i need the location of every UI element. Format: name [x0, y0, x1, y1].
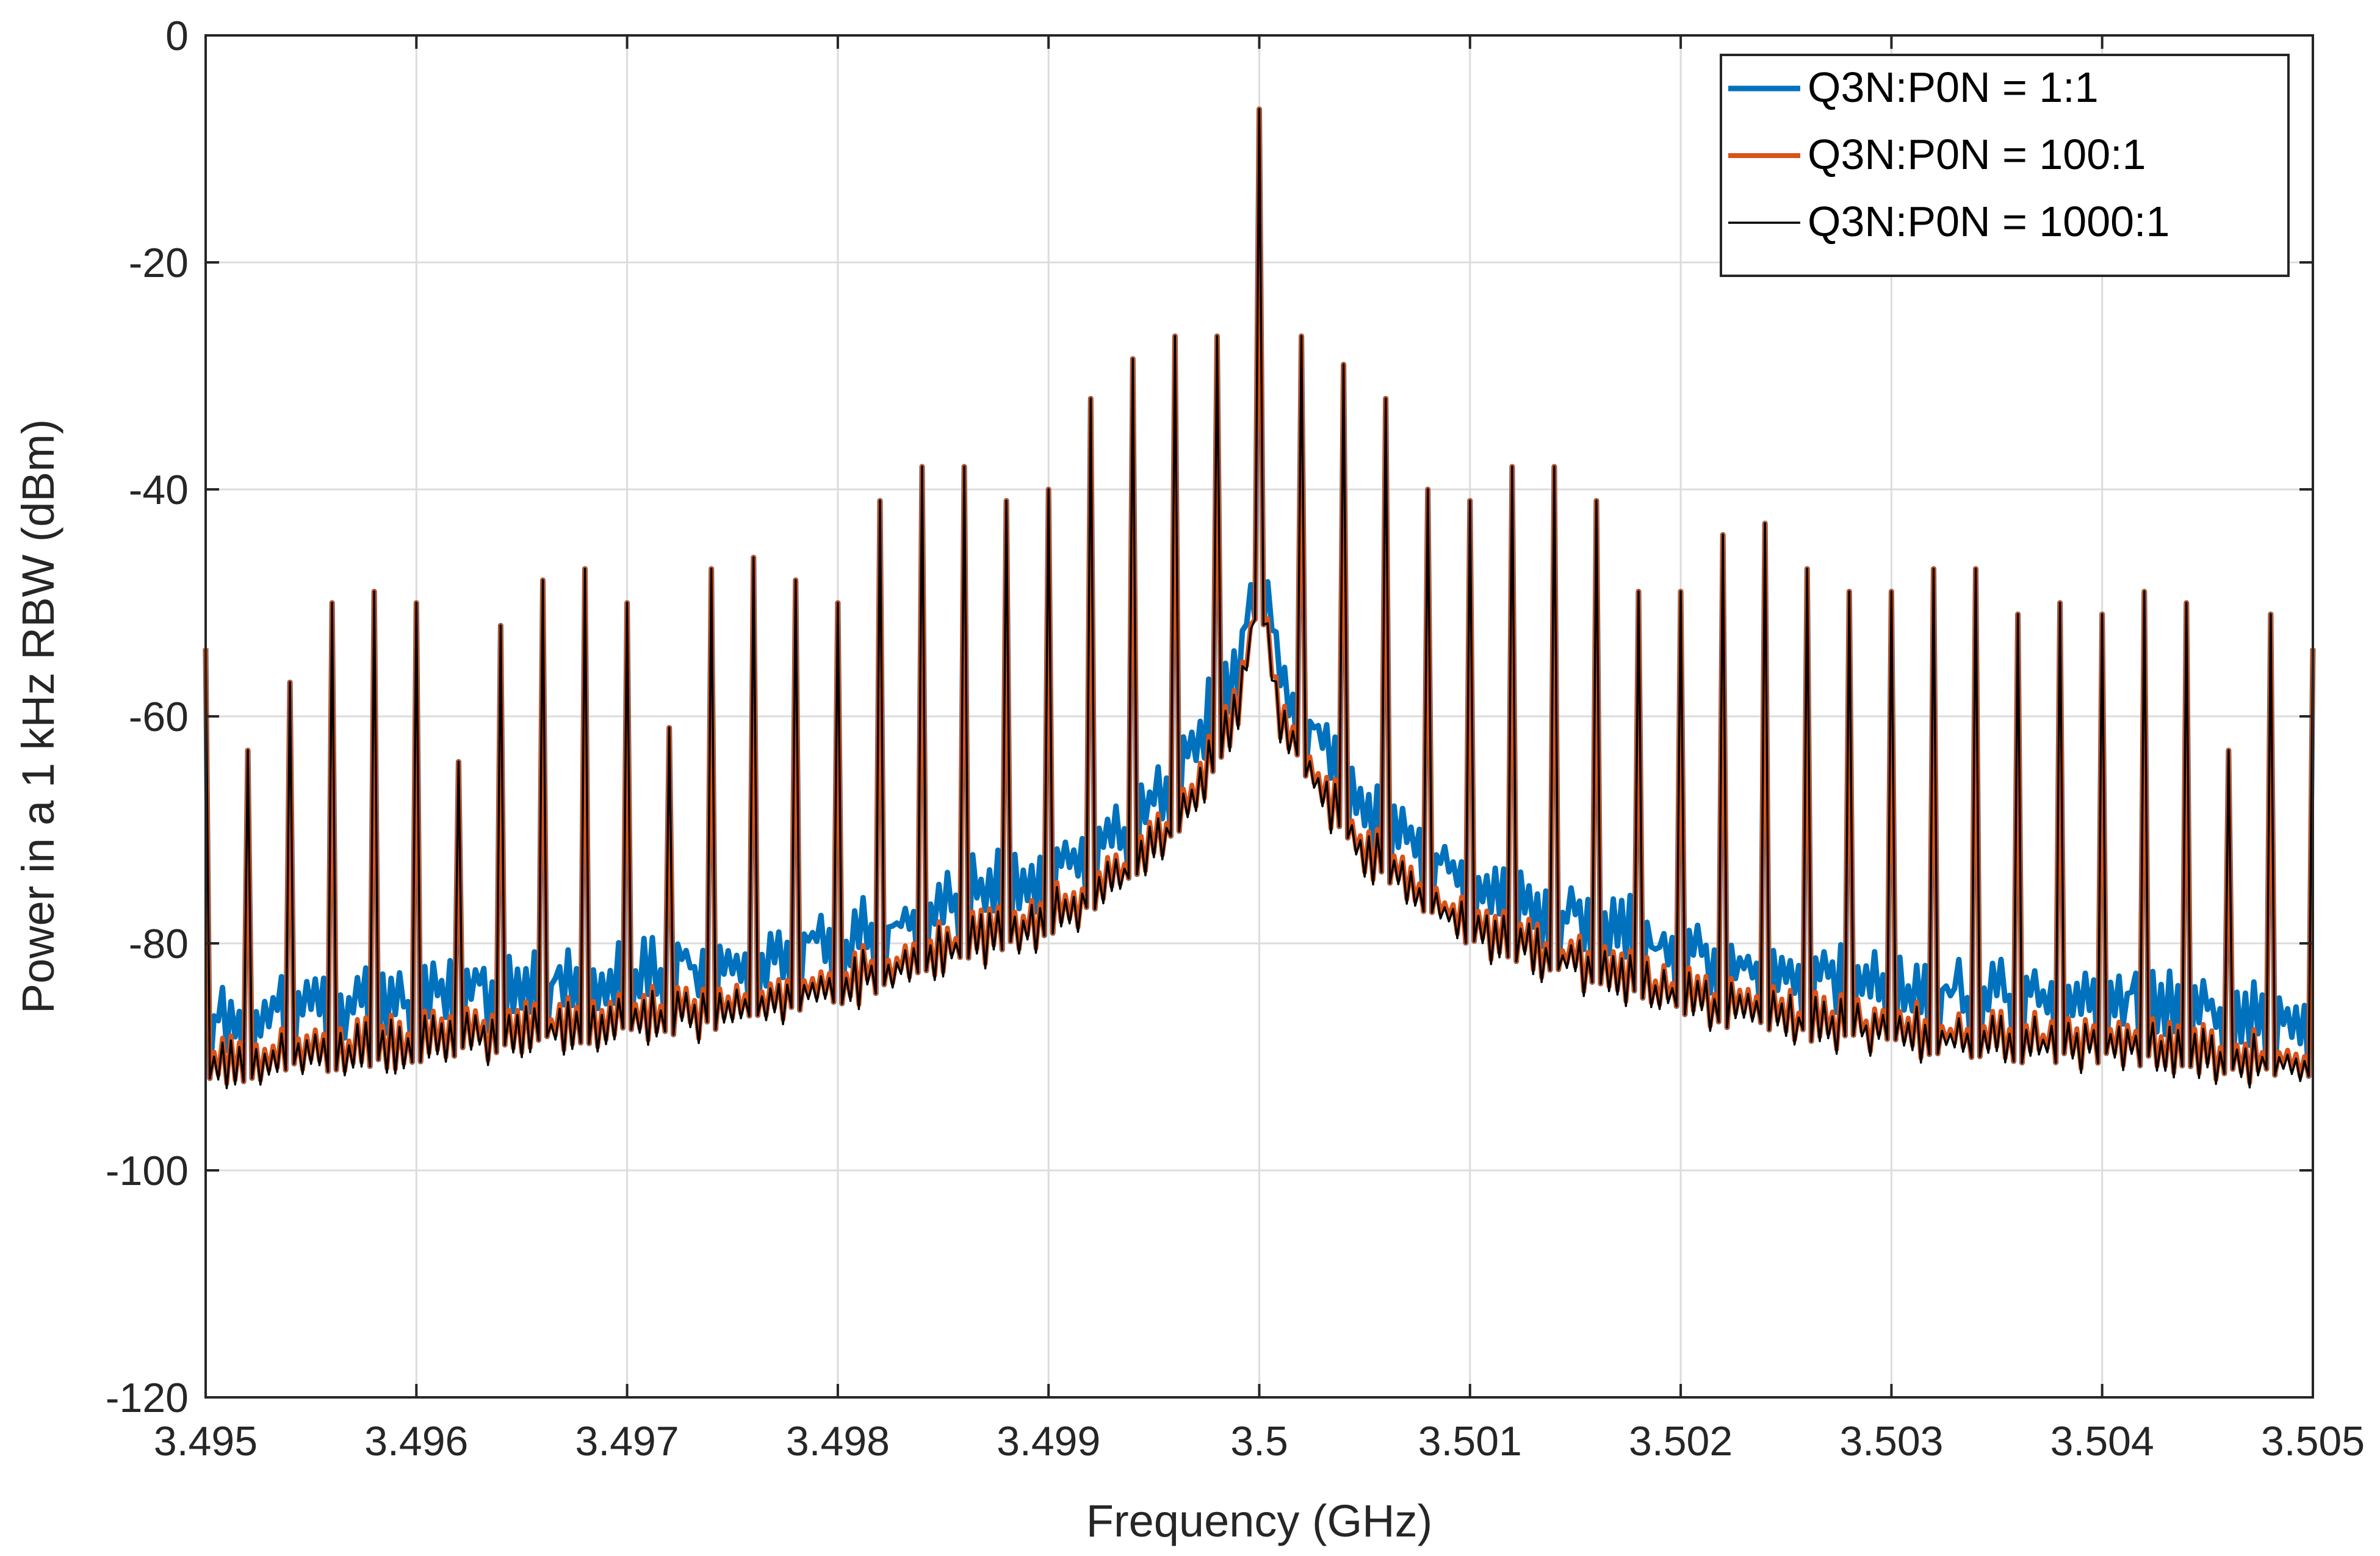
- legend: Q3N:P0N = 1:1 Q3N:P0N = 100:1 Q3N:P0N = 10…: [1720, 54, 2290, 277]
- y-axis-label: Power in a 1 kHz RBW (dBm): [13, 419, 63, 1014]
- x-tick-label: 3.504: [2050, 1418, 2154, 1464]
- y-tick-label: -120: [106, 1375, 189, 1421]
- x-tick-label: 3.497: [575, 1418, 679, 1464]
- y-tick-label: -40: [129, 467, 189, 513]
- legend-entry: Q3N:P0N = 100:1: [1808, 131, 2146, 178]
- series-layer: [203, 106, 2316, 1090]
- axis-ticks: [204, 34, 2314, 1399]
- x-tick-label: 3.495: [154, 1418, 258, 1464]
- y-tick-labels: 0 -20 -40 -60 -80 -100 -120: [106, 13, 189, 1421]
- x-tick-labels: 3.495 3.496 3.497 3.498 3.499 3.5 3.501 3.502 3.…: [154, 1418, 2365, 1464]
- y-tick-label: -20: [129, 240, 189, 286]
- x-tick-label: 3.502: [1629, 1418, 1733, 1464]
- x-tick-label: 3.503: [1839, 1418, 1943, 1464]
- x-tick-label: 3.501: [1418, 1418, 1522, 1464]
- y-tick-label: 0: [165, 13, 189, 59]
- x-tick-label: 3.505: [2261, 1418, 2365, 1464]
- x-axis-label: Frequency (GHz): [1086, 1496, 1432, 1546]
- legend-box: [1720, 54, 2290, 277]
- y-tick-label: -100: [106, 1148, 189, 1194]
- legend-entry: Q3N:P0N = 1000:1: [1808, 198, 2169, 245]
- x-tick-label: 3.496: [364, 1418, 468, 1464]
- series-line-q3n-p0n-1000-1: [204, 108, 2314, 1090]
- y-tick-label: -60: [129, 694, 189, 740]
- x-tick-label: 3.498: [786, 1418, 890, 1464]
- x-tick-label: 3.5: [1230, 1418, 1288, 1464]
- legend-entry: Q3N:P0N = 1:1: [1808, 63, 2099, 111]
- y-tick-label: -80: [129, 921, 189, 967]
- x-tick-label: 3.499: [997, 1418, 1100, 1464]
